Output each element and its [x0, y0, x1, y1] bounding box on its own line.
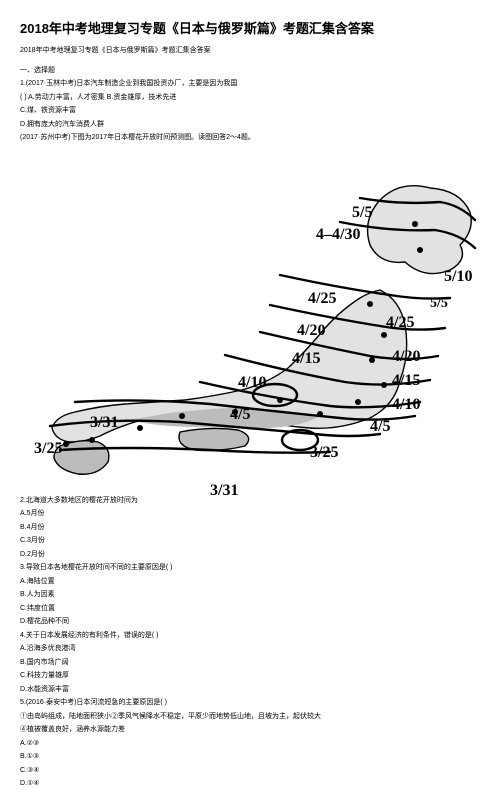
- iso-date-label: 4/15: [292, 350, 320, 368]
- iso-date-label: 4/15: [392, 372, 420, 390]
- q4-opt-d: D.水能资源丰富: [20, 685, 484, 696]
- iso-date-label: 4/25: [308, 290, 336, 308]
- iso-date-label: 5/10: [444, 268, 472, 286]
- iso-date-label: 5/5: [430, 296, 448, 312]
- q5-sub1: ①由岛屿组成，陆地面积狭小②季风气候降水不稳定，平原少而地势低山地，且坡为主，起…: [20, 712, 484, 723]
- q3-opt-c: C.纬度位置: [20, 604, 484, 615]
- q3-stem: 3.导致日本各地樱花开放时间不同的主要原因是( ): [20, 563, 484, 574]
- q3-opt-a: A.海陆位置: [20, 577, 484, 588]
- iso-date-label: 4/5: [370, 418, 390, 436]
- q5-opt-c: C.③④: [20, 766, 484, 777]
- q5-opt-a: A.②③: [20, 739, 484, 750]
- page-subtitle: 2018年中考地理复习专题《日本与俄罗斯篇》考题汇集含答案: [20, 45, 484, 55]
- iso-date-label: 4/10: [238, 374, 266, 392]
- iso-date-label: 4/25: [386, 314, 414, 332]
- q1-stem: 1.(2017·玉林中考)日本汽车制造企业到我国投资办厂，主要是因为我国: [20, 79, 484, 90]
- q5-opt-b: B.①③: [20, 752, 484, 763]
- q3-opt-d: D.樱花品种不同: [20, 617, 484, 628]
- q2-opt-b: B.4月份: [20, 523, 484, 534]
- q2-opt-c: C.3月份: [20, 536, 484, 547]
- q4-opt-a: A.沿海多优良港湾: [20, 644, 484, 655]
- q4-stem: 4.关于日本发展经济的有利条件，错误的是( ): [20, 631, 484, 642]
- page-title: 2018年中考地理复习专题《日本与俄罗斯篇》考题汇集含答案: [20, 18, 484, 37]
- q1-opt-a: ( ) A.劳动力丰富，人才密集 B.资金雄厚，技术先进: [20, 93, 484, 104]
- iso-date-label: 3/31: [90, 414, 118, 432]
- q2-intro: (2017·苏州中考)下图为2017年日本樱花开放时间预测图。读图回答2～4题。: [20, 133, 484, 144]
- q2-stem: 2.北海道大多数地区的樱花开放时间为: [20, 496, 484, 507]
- iso-date-label: 4/5: [230, 406, 250, 424]
- japan-sakura-map: 5/5 4–4/30 5/10 5/5 4/25 4/25 4/20 4/20 4/15 4/15…: [20, 150, 480, 490]
- q5-sub2: ④植被覆盖良好，涵养水源能力差: [20, 725, 484, 736]
- q3-opt-b: B.人为因素: [20, 590, 484, 601]
- q1-opt-c: C.煤、铁资源丰富: [20, 106, 484, 117]
- iso-date-label: 3/31: [210, 482, 238, 500]
- iso-date-label: 4/10: [392, 396, 420, 414]
- q5-stem: 5.(2016·泰安中考)日本河流短急的主要原因是( ): [20, 698, 484, 709]
- iso-date-label: 5/5: [352, 204, 372, 222]
- q4-opt-b: B.国内市场广阔: [20, 658, 484, 669]
- q2-opt-d: D.2月份: [20, 550, 484, 561]
- section-1-label: 一、选择题: [20, 65, 484, 75]
- q1-opt-d: D.拥有庞大的汽车消费人群: [20, 120, 484, 131]
- q5-opt-d: D.①④: [20, 779, 484, 790]
- iso-date-label: 4/20: [297, 322, 325, 340]
- q2-opt-a: A.5月份: [20, 509, 484, 520]
- iso-date-label: 3/25: [310, 444, 338, 462]
- iso-date-label: 4/20: [392, 348, 420, 366]
- iso-date-label: 3/25: [34, 440, 62, 458]
- q4-opt-c: C.科技力量雄厚: [20, 671, 484, 682]
- iso-date-label: 4–4/30: [316, 226, 360, 244]
